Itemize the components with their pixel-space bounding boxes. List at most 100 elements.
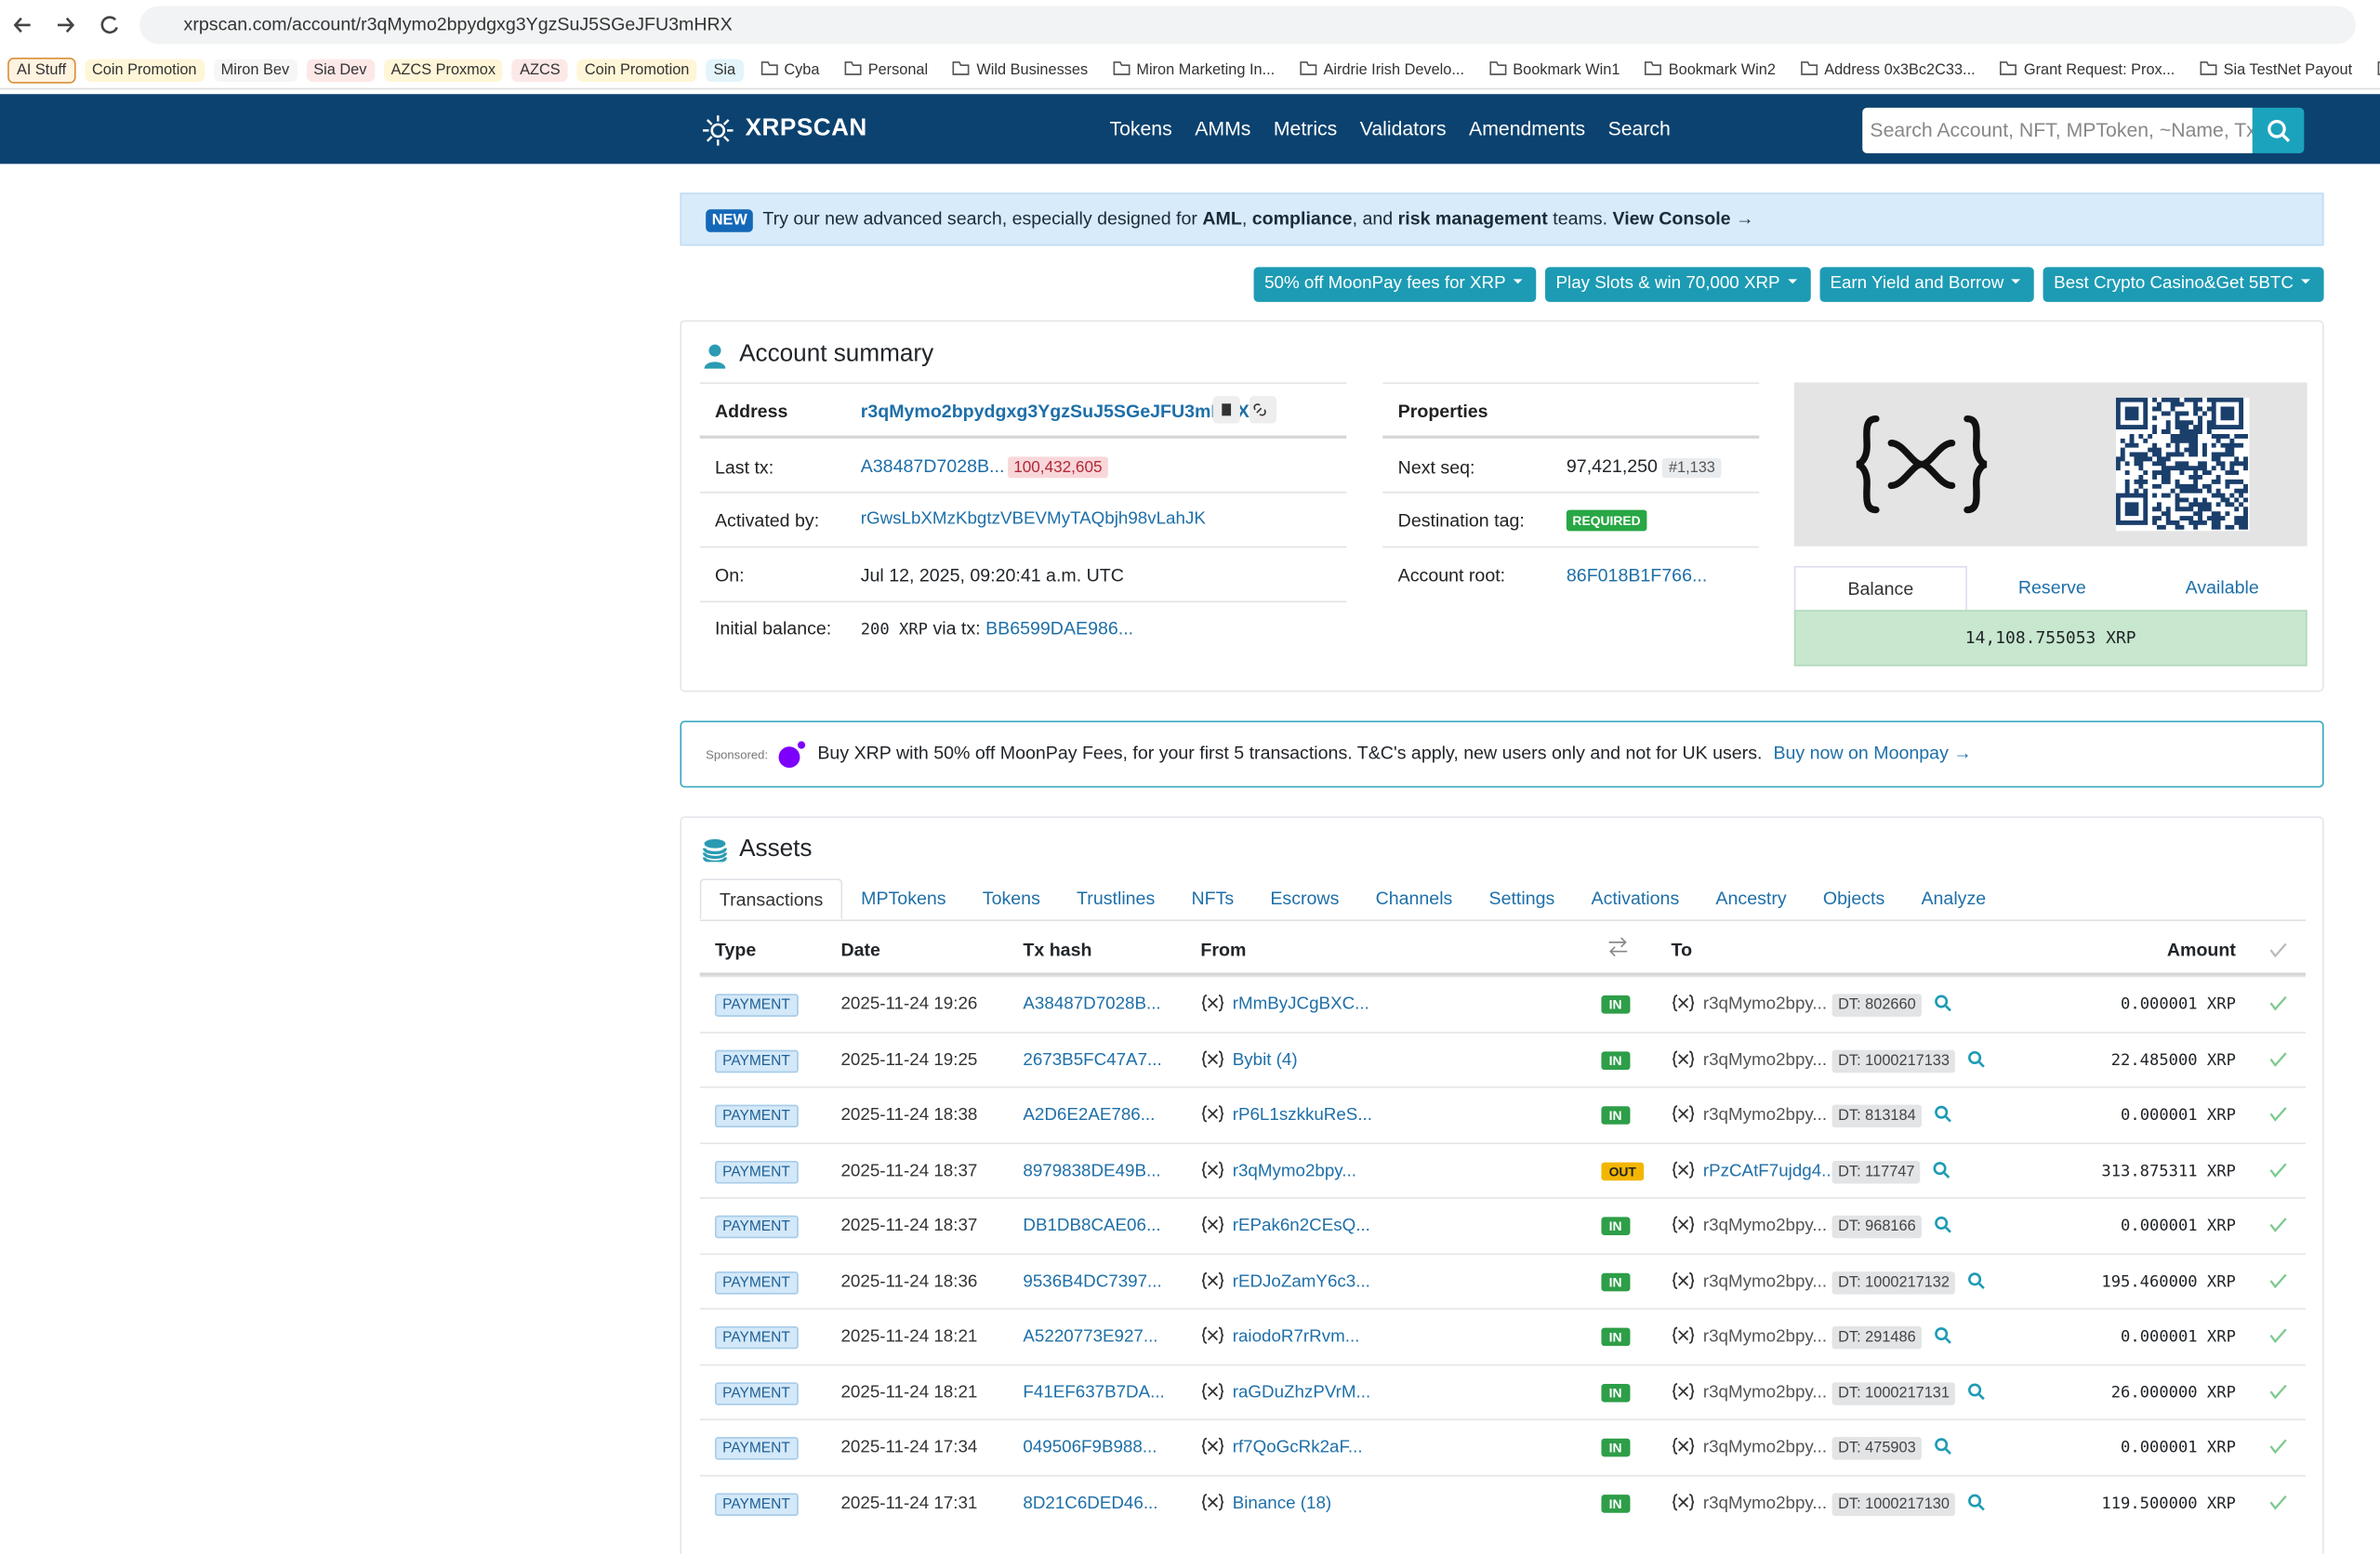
address-bar[interactable]: xrpscan.com/account/r3qMymo2bpydgxg3YgzS… [139, 6, 2356, 45]
search-icon[interactable] [1968, 1479, 1987, 1534]
search-icon[interactable] [1968, 1368, 1987, 1423]
balance-tab[interactable]: Balance [1793, 565, 1967, 611]
search-icon[interactable] [1934, 1312, 1952, 1367]
bookmark[interactable]: AZCS [511, 58, 568, 82]
bookmark[interactable]: Address 0x3Bc2C33... [1792, 58, 1983, 82]
bookmark[interactable]: AI Stuff [7, 57, 76, 83]
promo-button[interactable]: 50% off MoonPay fees for XRP [1253, 267, 1537, 302]
tab[interactable]: Activations [1591, 888, 1680, 909]
tx-row[interactable]: PAYMENT 2025-11-24 18:38 A2D6E2AE786... rP6… [699, 1086, 2306, 1146]
tx-row[interactable]: PAYMENT 2025-11-24 18:36 9536B4DC7397... rE… [699, 1252, 2306, 1312]
from-account[interactable]: Binance (18) [1232, 1494, 1332, 1512]
from-account[interactable]: rMmByJCgBXC... [1232, 995, 1369, 1014]
tx-hash[interactable]: DB1DB8CAE06... [1023, 1217, 1161, 1235]
tx-hash[interactable]: 9536B4DC7397... [1023, 1271, 1162, 1291]
bookmark[interactable]: Miron Bev [213, 58, 298, 82]
brand[interactable]: XRPSCAN [745, 115, 867, 141]
search-icon[interactable] [1934, 1091, 1952, 1146]
tx-hash[interactable]: 049506F9B988... [1023, 1438, 1157, 1457]
tx-link[interactable]: BB6599DAE986... [985, 617, 1134, 639]
search-icon[interactable] [1968, 1258, 1987, 1312]
tab[interactable]: Tokens [982, 888, 1040, 909]
address[interactable]: r3qMymo2bpydgxg3YgzSuJ5SGeJFU3mHRX [860, 401, 1250, 422]
bookmark[interactable]: Airdrie Irish Develo... [1291, 58, 1472, 82]
nav-link[interactable]: Validators [1359, 116, 1447, 140]
promo-button[interactable]: Play Slots & win 70,000 XRP [1545, 267, 1811, 302]
search-icon[interactable] [1933, 1146, 1951, 1201]
bookmark[interactable]: Miron Marketing In... [1104, 58, 1282, 82]
search-input[interactable]: Search Account, NFT, MPToken, ~Name, Tx … [1862, 107, 2253, 153]
link[interactable]: View Console → [1612, 207, 1754, 230]
tx-hash[interactable]: 2673B5FC47A7... [1023, 1050, 1162, 1070]
search-button[interactable] [2252, 107, 2305, 153]
tab[interactable]: Escrows [1270, 888, 1340, 909]
promo-button[interactable]: Earn Yield and Borrow [1819, 267, 2034, 302]
bookmark[interactable]: Coin Promotion [576, 58, 697, 82]
tx-row[interactable]: PAYMENT 2025-11-24 18:21 F41EF637B7DA... ra… [699, 1363, 2306, 1423]
to-account[interactable]: rPzCAtF7ujdg4... [1702, 1161, 1836, 1180]
tx-row[interactable]: PAYMENT 2025-11-24 18:21 A5220773E927... ra… [699, 1308, 2306, 1367]
from-account[interactable]: Bybit (4) [1232, 1050, 1298, 1070]
tx-link[interactable]: A38487D7028B... [860, 454, 1005, 477]
nav-link[interactable]: AMMs [1195, 116, 1251, 140]
tx-row[interactable]: PAYMENT 2025-11-24 19:26 A38487D7028B... rM… [699, 975, 2306, 1035]
promo-button[interactable]: Best Crypto Casino&Get 5BTC [2043, 267, 2324, 302]
nav-link[interactable]: Search [1607, 116, 1671, 140]
bookmark[interactable]: AZCS Proxmox [383, 58, 504, 82]
bookmark[interactable]: Wild Businesses [945, 58, 1095, 82]
tab[interactable]: Trustlines [1077, 888, 1156, 909]
dest-tag: DT: 1000217131 [1831, 1365, 1987, 1423]
tx-row[interactable]: PAYMENT 2025-11-24 17:31 8D21C6DED46... Bin… [699, 1474, 2306, 1534]
bookmark[interactable]: AVOXI V [2369, 58, 2380, 82]
nav-link[interactable]: Metrics [1273, 116, 1338, 140]
from-account[interactable]: r3qMymo2bpy... [1232, 1161, 1356, 1180]
bookmark[interactable]: Bookmark Win2 [1636, 58, 1783, 82]
bookmark[interactable]: Sia TestNet Payout [2191, 58, 2360, 82]
tx-row[interactable]: PAYMENT 2025-11-24 18:37 8979838DE49B... r3… [699, 1141, 2306, 1201]
nav-link[interactable]: Tokens [1109, 116, 1172, 140]
to: r3qMymo2bpy... [1672, 1420, 1827, 1475]
root-link[interactable]: 86F018B1F766... [1566, 564, 1708, 586]
tab[interactable]: Transactions [699, 878, 843, 920]
tab[interactable]: MPTokens [861, 888, 946, 909]
tx-hash[interactable]: F41EF637B7DA... [1023, 1383, 1165, 1402]
tx-hash[interactable]: A38487D7028B... [1023, 995, 1161, 1014]
tab[interactable]: Analyze [1921, 888, 1987, 909]
bookmark[interactable]: Coin Promotion [84, 58, 205, 82]
link[interactable]: Buy now on Moonpay → [1773, 742, 1972, 764]
balance-tab[interactable]: Available [2185, 576, 2259, 599]
tx-hash[interactable]: A2D6E2AE786... [1023, 1106, 1156, 1125]
search-icon[interactable] [1934, 981, 1952, 1035]
search-icon[interactable] [1968, 1035, 1987, 1090]
from-account[interactable]: rEDJoZamY6c3... [1232, 1271, 1370, 1291]
tx-hash[interactable]: 8979838DE49B... [1023, 1161, 1161, 1180]
tab[interactable]: NFTs [1191, 888, 1235, 909]
from-account[interactable]: raGDuZhzPVrM... [1232, 1383, 1371, 1402]
tab[interactable]: Ancestry [1715, 888, 1787, 909]
search-icon[interactable] [1934, 1423, 1952, 1478]
bookmark[interactable]: Personal [836, 58, 935, 82]
tx-row[interactable]: PAYMENT 2025-11-24 17:34 049506F9B988... rf… [699, 1418, 2306, 1478]
balance-tab[interactable]: Reserve [2017, 576, 2086, 599]
bookmark[interactable]: Grant Request: Prox... [1992, 58, 2183, 82]
tab[interactable]: Channels [1375, 888, 1453, 909]
bookmark[interactable]: Cyba [752, 58, 827, 82]
copy-icons[interactable] [1212, 396, 1277, 424]
activator[interactable]: rGwsLbXMzKbgtzVBEVMyTAQbjh98vLahJK [860, 509, 1206, 529]
bookmark[interactable]: Sia Dev [306, 58, 375, 82]
from-account[interactable]: rf7QoGcRk2aF... [1232, 1438, 1363, 1457]
from-account[interactable]: raiodoR7rRvm... [1232, 1327, 1360, 1347]
tx-row[interactable]: PAYMENT 2025-11-24 19:25 2673B5FC47A7... By… [699, 1031, 2306, 1090]
nav-link[interactable]: Amendments [1469, 116, 1586, 140]
search-icon[interactable] [1934, 1202, 1952, 1257]
bookmark[interactable]: Sia [706, 58, 744, 82]
tx-row[interactable]: PAYMENT 2025-11-24 18:37 DB1DB8CAE06... rEP… [699, 1197, 2306, 1257]
tx-hash[interactable]: A5220773E927... [1023, 1327, 1158, 1347]
tab[interactable]: Objects [1822, 888, 1885, 909]
tx-hash[interactable]: 8D21C6DED46... [1023, 1494, 1158, 1512]
from-account[interactable]: rP6L1szkkuReS... [1232, 1106, 1372, 1125]
tab[interactable]: Settings [1488, 888, 1555, 909]
from-account[interactable]: rEPak6n2CEsQ... [1232, 1217, 1370, 1235]
nav-buttons[interactable] [12, 12, 127, 38]
bookmark[interactable]: Bookmark Win1 [1481, 58, 1628, 82]
